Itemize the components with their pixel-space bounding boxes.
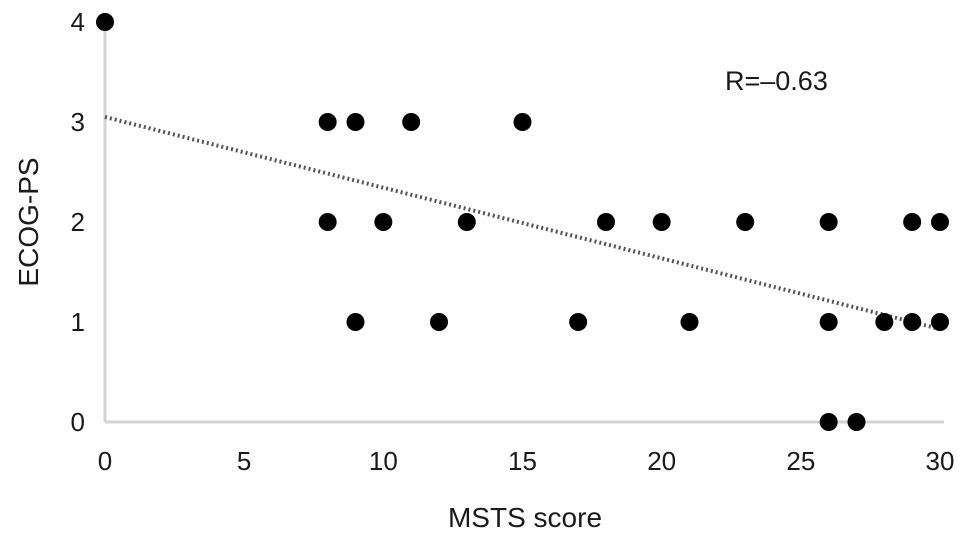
x-tick-label: 20 (647, 446, 676, 476)
correlation-annotation: R=–0.63 (725, 66, 828, 96)
data-point (819, 313, 838, 331)
data-point (513, 113, 532, 131)
data-point (819, 413, 838, 431)
data-point (931, 313, 949, 331)
data-point (457, 213, 476, 231)
data-points (96, 13, 949, 431)
data-point (430, 313, 448, 331)
data-point (346, 113, 365, 131)
data-point (903, 313, 922, 331)
y-tick-label: 0 (71, 407, 85, 437)
data-point (903, 213, 922, 231)
data-point (652, 213, 671, 231)
y-tick-label: 2 (71, 207, 85, 237)
data-point (569, 313, 588, 331)
data-point (346, 313, 365, 331)
trendline (104, 115, 941, 331)
y-tick-label: 1 (71, 307, 85, 337)
x-tick-labels: 0 5 10 15 20 25 30 (98, 446, 955, 476)
data-point (931, 213, 949, 231)
y-tick-label: 3 (71, 107, 85, 137)
data-point (736, 213, 755, 231)
data-point (597, 213, 615, 231)
x-axis-title: MSTS score (448, 502, 602, 533)
y-axis-title: ECOG-PS (13, 157, 44, 286)
data-point (847, 413, 866, 431)
data-point (875, 313, 894, 331)
data-point (402, 113, 421, 131)
x-tick-label: 10 (369, 446, 398, 476)
x-tick-label: 30 (926, 446, 955, 476)
x-tick-label: 0 (98, 446, 112, 476)
y-tick-label: 4 (71, 7, 85, 37)
data-point (318, 113, 337, 131)
data-point (96, 13, 114, 31)
x-tick-label: 5 (237, 446, 251, 476)
x-tick-label: 15 (508, 446, 537, 476)
data-point (318, 213, 337, 231)
data-point (819, 213, 838, 231)
data-point (374, 213, 393, 231)
y-tick-labels: 0 1 2 3 4 (71, 7, 85, 437)
data-point (680, 313, 699, 331)
x-tick-label: 25 (786, 446, 815, 476)
